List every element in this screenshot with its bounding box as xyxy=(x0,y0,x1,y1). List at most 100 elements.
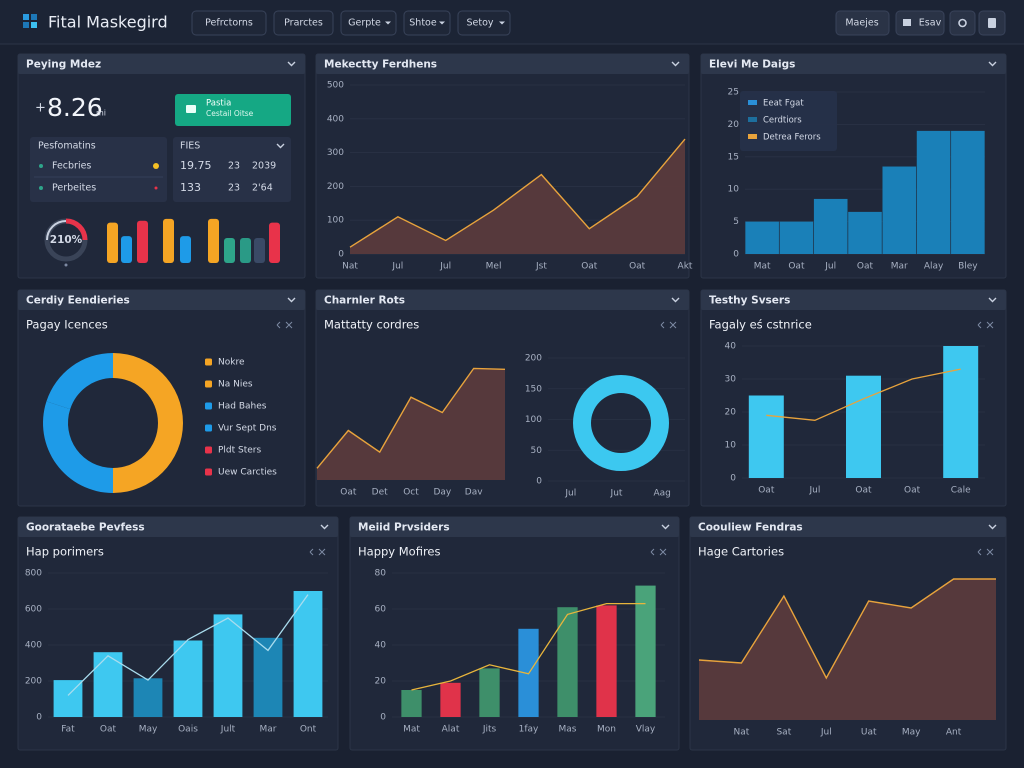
nav-label[interactable]: Setoy xyxy=(466,18,493,29)
action-label[interactable]: Maejes xyxy=(845,18,878,29)
close-icon xyxy=(659,548,667,556)
panel-title: Peying Mdez xyxy=(26,59,101,71)
x-tick-label: Cale xyxy=(951,486,971,496)
x-tick-label: Alat xyxy=(442,725,460,735)
y-tick-label: 400 xyxy=(327,114,344,124)
chart-subtitle: Hage Cartories xyxy=(698,545,784,559)
save-icon xyxy=(903,19,911,26)
kpi-table xyxy=(173,137,291,202)
nav-button[interactable] xyxy=(403,10,451,36)
x-tick-label: Ant xyxy=(946,728,962,738)
panel-header xyxy=(18,517,338,537)
nav-button[interactable] xyxy=(457,10,511,36)
x-tick-label: Oat xyxy=(788,262,805,272)
mini-bar xyxy=(137,220,148,263)
panel-title: Meiid Prvsiders xyxy=(358,522,450,534)
x-tick-label: Jut xyxy=(610,489,623,499)
kpi-table-cell: 23 xyxy=(228,161,240,172)
mini-bar xyxy=(163,218,174,263)
action-label[interactable]: Esav xyxy=(919,18,942,29)
line xyxy=(67,594,309,696)
logo-text: Fital Maskegird xyxy=(48,13,168,32)
kpi-table-title: FIES xyxy=(180,141,200,152)
bar xyxy=(635,585,656,717)
x-tick-label: Det xyxy=(372,488,388,498)
chart-subtitle: Fagaly eś cstnrice xyxy=(709,318,812,332)
y-tick-label: 0 xyxy=(733,250,739,260)
y-tick-label: 100 xyxy=(327,216,344,226)
nav-label[interactable]: Shtoe xyxy=(409,18,437,29)
bar xyxy=(779,221,814,254)
y-tick-label: 40 xyxy=(725,342,737,352)
bar xyxy=(479,668,500,717)
panel-header xyxy=(701,290,1006,310)
legend-swatch xyxy=(748,117,757,122)
x-tick-label: May xyxy=(139,725,158,735)
nav-label[interactable]: Prarctes xyxy=(284,18,323,29)
bar xyxy=(213,614,243,717)
area-line xyxy=(316,367,506,469)
x-tick-label: Jul xyxy=(439,262,451,272)
nav-button[interactable] xyxy=(191,10,267,36)
panel-header xyxy=(18,290,305,310)
expand-icon xyxy=(276,321,281,329)
row-dot xyxy=(39,164,43,168)
legend-label: Nokre xyxy=(218,358,245,368)
settings-icon xyxy=(958,18,967,28)
legend-box xyxy=(740,91,837,151)
bar xyxy=(813,198,848,254)
panel-title: Goorataebe Pevfess xyxy=(26,522,145,534)
y-tick-label: 0 xyxy=(730,474,736,484)
donut-segment xyxy=(113,423,183,493)
legend-label: Vur Sept Dns xyxy=(218,424,277,434)
y-tick-label: 20 xyxy=(728,120,740,130)
action-button[interactable] xyxy=(895,10,945,36)
x-tick-label: Oat xyxy=(340,488,357,498)
kpi-section-title: Pesfomatins xyxy=(38,141,96,152)
y-tick-label: 60 xyxy=(375,605,387,615)
chevron-icon xyxy=(988,297,997,303)
logo-icon xyxy=(23,14,37,28)
close-icon xyxy=(986,321,994,329)
x-tick-label: Jult xyxy=(220,725,236,735)
bar xyxy=(951,130,985,254)
x-tick-label: Alay xyxy=(924,262,944,272)
action-button[interactable] xyxy=(835,10,890,36)
y-tick-label: 10 xyxy=(728,185,740,195)
panel-title: Charnler Rots xyxy=(324,295,405,307)
kpi-table-cell: 133 xyxy=(180,181,201,194)
legend-label: Cerdtiors xyxy=(763,116,802,126)
x-tick-label: Jits xyxy=(482,725,497,735)
nav-label[interactable]: Gerpte xyxy=(348,18,381,29)
area-fill xyxy=(350,139,685,254)
x-tick-label: Oat xyxy=(857,262,874,272)
row-dot xyxy=(39,186,43,190)
gauge-dot xyxy=(64,263,68,267)
legend-label: Had Bahes xyxy=(218,402,267,412)
donut-segment xyxy=(573,375,669,471)
legend-label: Pldt Sters xyxy=(218,446,262,456)
bar xyxy=(882,166,917,254)
y-tick-label: 20 xyxy=(725,408,737,418)
y-tick-label: 20 xyxy=(375,677,387,687)
x-tick-label: Mar xyxy=(260,725,277,735)
legend-label: Na Nies xyxy=(218,380,253,390)
y-tick-label: 10 xyxy=(725,441,737,451)
chart-subtitle: Happy Mofires xyxy=(358,545,441,559)
y-tick-label: 5 xyxy=(733,217,739,227)
nav-label[interactable]: Pefrctorns xyxy=(205,18,253,29)
x-tick-label: Jul xyxy=(808,486,820,496)
nav-button[interactable] xyxy=(273,10,334,36)
bar xyxy=(293,591,323,717)
bar xyxy=(440,682,461,717)
x-tick-label: Jul xyxy=(824,262,836,272)
x-tick-label: Mon xyxy=(597,725,616,735)
gauge-arc xyxy=(46,220,67,241)
icon-button[interactable] xyxy=(949,10,976,36)
y-tick-label: 40 xyxy=(375,641,387,651)
y-tick-label: 300 xyxy=(327,148,344,158)
nav-button[interactable] xyxy=(340,10,397,36)
x-tick-label: Dav xyxy=(465,488,483,498)
y-tick-label: 30 xyxy=(725,375,737,385)
mini-bar xyxy=(240,238,251,263)
